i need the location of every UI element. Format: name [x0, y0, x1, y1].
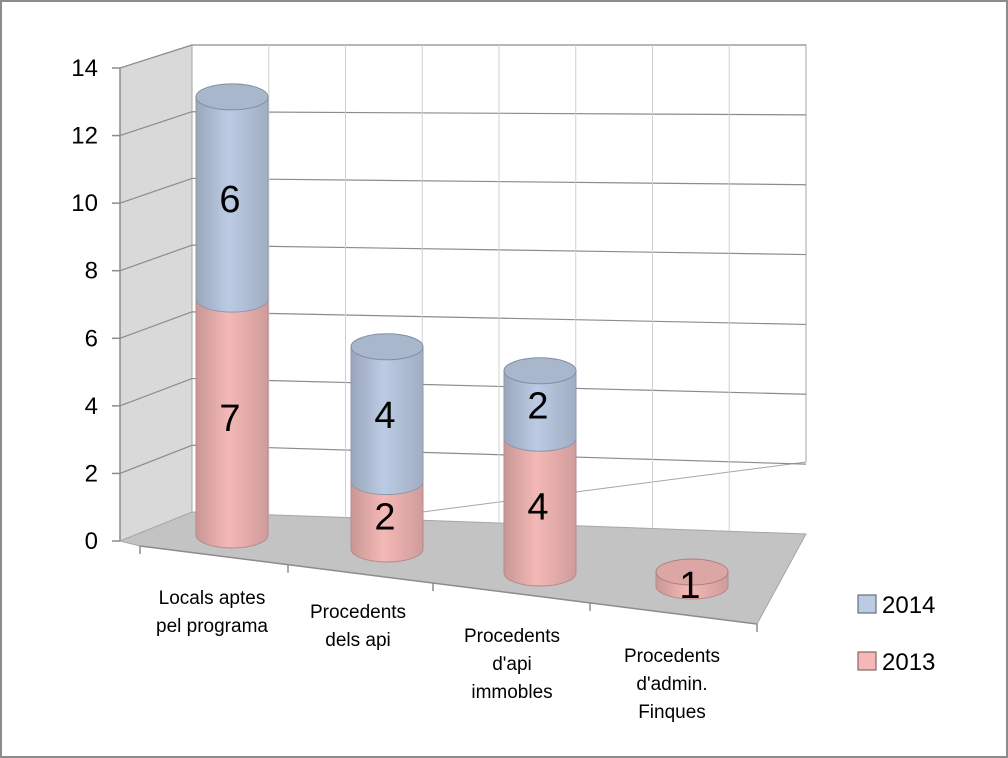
bar-top-cap	[503, 357, 577, 385]
y-tick-label: 0	[85, 528, 98, 555]
data-label: 4	[527, 487, 548, 529]
bar-2014	[195, 96, 269, 313]
legend-swatch-2013	[857, 651, 877, 671]
gridline-side-14	[119, 44, 193, 69]
x-category-label: d'api	[492, 654, 532, 675]
x-category-label: Finques	[638, 702, 706, 723]
data-label: 2	[374, 496, 395, 538]
bar-group: 1	[655, 558, 729, 607]
x-category-label: Procedents	[624, 646, 720, 667]
bar-group: 42	[503, 357, 577, 587]
gridline-side-6	[119, 311, 193, 339]
gridline-side-12	[119, 111, 193, 137]
data-label: 6	[219, 179, 240, 221]
legend-swatch-2014	[857, 594, 877, 614]
x-category-label: immobles	[471, 682, 552, 703]
legend-label-2014: 2014	[882, 592, 935, 619]
x-category-label: Locals aptes	[159, 588, 266, 609]
bar-group: 76	[195, 83, 269, 549]
bar-top-cap	[655, 558, 729, 586]
bar-2013	[503, 437, 577, 587]
y-tick-label: 8	[85, 258, 98, 285]
bar-2013	[350, 481, 424, 563]
gridline-side-8	[119, 244, 193, 272]
bar-2013	[195, 298, 269, 549]
bar-2014	[503, 370, 577, 452]
y-tick-label: 12	[71, 123, 98, 150]
x-axis-line	[139, 545, 758, 625]
bar-top-cap	[350, 333, 424, 361]
y-tick-label: 4	[85, 393, 98, 420]
bar-top-cap	[195, 83, 269, 111]
y-tick-label: 10	[71, 190, 98, 217]
data-label: 7	[219, 398, 240, 440]
chart-floor	[118, 511, 807, 625]
bar-group: 24	[350, 333, 424, 563]
data-label: 2	[527, 386, 548, 428]
x-axis: Locals aptes pel programa Procedents dels a…	[139, 545, 758, 723]
x-category-label: pel programa	[156, 616, 268, 637]
y-tick-label: 6	[85, 325, 98, 352]
x-category-label: Procedents	[464, 626, 560, 647]
x-category-label: d'admin.	[636, 674, 707, 695]
side-wall	[119, 44, 193, 543]
y-tick-label: 14	[71, 55, 98, 82]
y-axis: 0 2 4 6 8 10 12 14	[71, 55, 121, 555]
x-category-label: dels api	[325, 630, 391, 651]
gridline-side-2	[119, 444, 193, 474]
gridline-side-10	[119, 177, 193, 204]
legend-label-2013: 2013	[882, 649, 935, 676]
data-label: 4	[374, 395, 395, 437]
bar-2014	[350, 346, 424, 496]
data-label: 1	[679, 565, 700, 607]
gridline-side-4	[119, 378, 193, 407]
y-tick-label: 2	[85, 460, 98, 487]
x-category-label: Procedents	[310, 602, 406, 623]
legend: 2014 2013	[857, 592, 935, 676]
